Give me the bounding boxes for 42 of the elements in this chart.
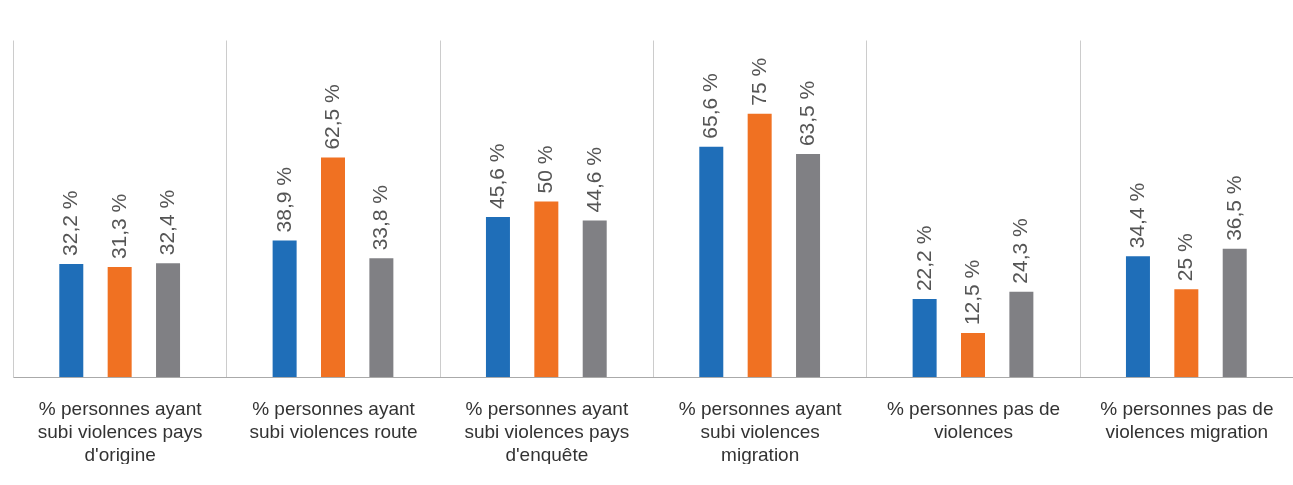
x-tick-label: % personnes ayant subi violences pays d'origine <box>37 397 203 465</box>
bar <box>369 258 394 377</box>
bar <box>699 146 724 377</box>
data-label: 63,5 % <box>795 80 819 147</box>
data-label: 34,4 % <box>1124 182 1148 249</box>
bar <box>156 263 181 377</box>
bar <box>1174 289 1199 377</box>
x-tick-label: % personnes ayant subi violences pays d'enquête <box>464 397 630 465</box>
bar <box>534 201 559 377</box>
data-label: 22,2 % <box>911 225 935 292</box>
data-label: 62,5 % <box>320 84 343 150</box>
data-label: 36,5 % <box>1221 175 1245 241</box>
data-label: 24,3 % <box>1008 218 1032 284</box>
bar <box>107 267 132 377</box>
data-label: 25 % <box>1173 233 1197 282</box>
bar <box>59 263 84 377</box>
data-label: 12,5 % <box>960 259 983 326</box>
data-label: 65,6 % <box>698 73 722 139</box>
data-label: 38,9 % <box>271 167 295 233</box>
x-tick-label: % personnes ayant subi violences route <box>249 397 418 442</box>
data-label: 45,6 % <box>484 143 508 209</box>
bar <box>272 240 297 377</box>
bar <box>961 333 985 377</box>
x-tick-label: % personnes pas de violences migration <box>1100 397 1274 442</box>
data-label: 44,6 % <box>581 147 605 213</box>
bar <box>1222 248 1247 377</box>
bar <box>1125 256 1150 377</box>
data-label: 32,2 % <box>58 190 82 256</box>
data-label: 32,4 % <box>155 189 179 256</box>
bar <box>912 299 937 377</box>
bar <box>747 113 772 377</box>
x-tick-label: % personnes pas de violences <box>886 397 1061 442</box>
bar <box>1009 291 1034 377</box>
data-label: 31,3 % <box>106 193 130 260</box>
data-label: 75 % <box>746 57 770 106</box>
bar <box>796 154 821 377</box>
data-label: 33,8 % <box>368 184 392 251</box>
bar <box>582 220 607 377</box>
data-label: 50 % <box>533 145 557 194</box>
bar <box>321 157 345 377</box>
x-tick-label: % personnes ayant subi violences migration <box>678 397 843 465</box>
bar <box>485 216 510 377</box>
